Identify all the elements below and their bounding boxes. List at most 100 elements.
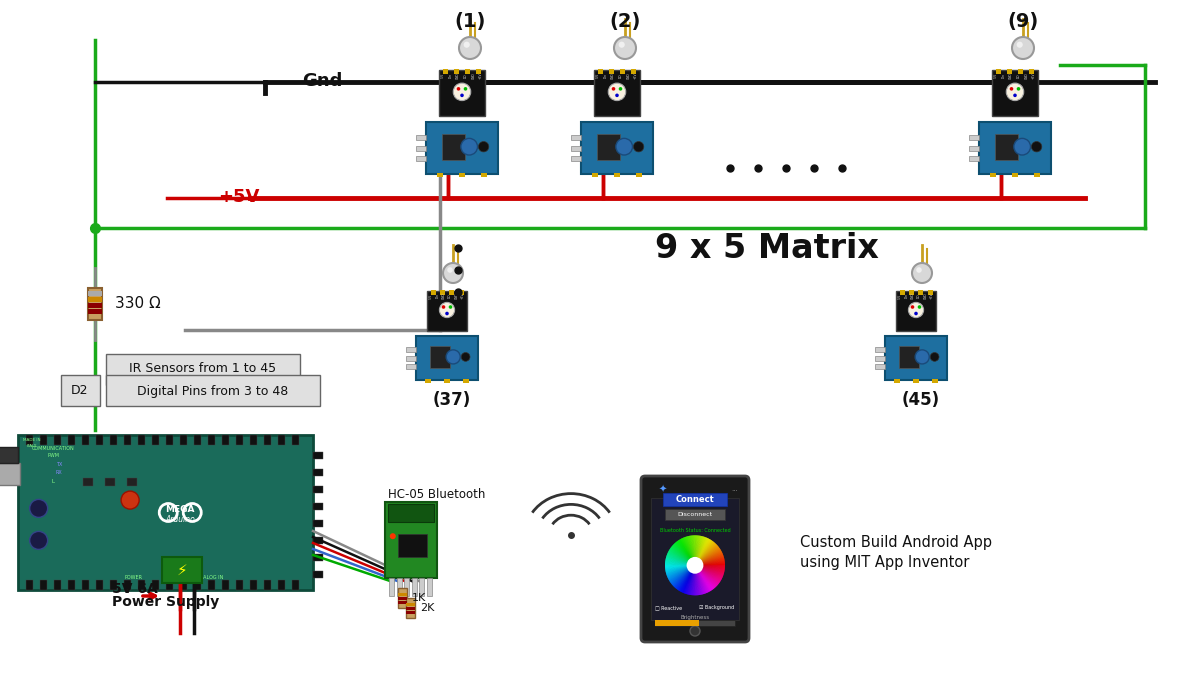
Bar [416, 146, 426, 151]
Bar [875, 347, 886, 352]
Wedge shape [665, 563, 695, 566]
Wedge shape [679, 539, 695, 566]
Circle shape [1013, 94, 1016, 97]
Wedge shape [695, 535, 696, 566]
Wedge shape [695, 566, 718, 585]
Circle shape [454, 83, 470, 101]
Wedge shape [668, 551, 695, 566]
Wedge shape [690, 566, 695, 595]
Bar [406, 356, 416, 360]
Circle shape [616, 138, 632, 155]
Text: +5V: +5V [1032, 72, 1036, 79]
Wedge shape [666, 560, 695, 566]
Bar [908, 290, 913, 295]
Bar [18, 435, 313, 590]
Wedge shape [665, 566, 695, 568]
Bar [222, 435, 229, 445]
Wedge shape [695, 535, 697, 566]
Wedge shape [682, 566, 695, 593]
Wedge shape [674, 566, 695, 588]
Wedge shape [679, 566, 695, 591]
Wedge shape [695, 566, 718, 586]
Wedge shape [695, 537, 706, 566]
Wedge shape [667, 552, 695, 566]
Wedge shape [676, 541, 695, 566]
Wedge shape [695, 566, 725, 568]
Wedge shape [665, 566, 695, 567]
Wedge shape [695, 543, 716, 566]
Wedge shape [670, 549, 695, 566]
Wedge shape [666, 556, 695, 566]
Text: ANALOG IN: ANALOG IN [196, 575, 223, 580]
Bar [54, 435, 61, 445]
Wedge shape [695, 544, 716, 566]
Wedge shape [673, 566, 695, 587]
Circle shape [443, 263, 463, 283]
Wedge shape [689, 566, 695, 595]
Bar [124, 435, 131, 445]
Text: GND: GND [456, 72, 461, 79]
Wedge shape [695, 536, 703, 566]
Text: GND: GND [1025, 72, 1028, 79]
Wedge shape [695, 566, 696, 595]
Wedge shape [679, 566, 695, 591]
Text: GND: GND [455, 293, 458, 300]
Text: ⚡: ⚡ [176, 562, 187, 578]
Bar [313, 503, 323, 510]
Text: TX: TX [56, 462, 62, 467]
Wedge shape [695, 566, 725, 569]
Wedge shape [695, 566, 713, 590]
Wedge shape [695, 566, 724, 573]
Bar [264, 435, 271, 445]
Wedge shape [695, 547, 719, 566]
Bar [40, 580, 47, 590]
Wedge shape [686, 566, 695, 595]
Wedge shape [666, 559, 695, 566]
Bar [454, 69, 458, 74]
Wedge shape [665, 566, 695, 570]
Circle shape [930, 352, 940, 361]
Wedge shape [682, 538, 695, 566]
Bar [104, 478, 115, 486]
Wedge shape [695, 536, 701, 566]
Bar [437, 173, 444, 177]
Text: GND: GND [626, 72, 630, 79]
Wedge shape [695, 556, 724, 566]
Wedge shape [695, 562, 725, 566]
Wedge shape [667, 566, 695, 578]
Bar [608, 69, 614, 74]
Wedge shape [685, 566, 695, 594]
Bar [180, 580, 187, 590]
Circle shape [1016, 87, 1020, 90]
Bar [931, 379, 937, 383]
Wedge shape [695, 536, 701, 566]
Wedge shape [690, 535, 695, 566]
Wedge shape [672, 546, 695, 566]
Bar [313, 571, 323, 578]
Wedge shape [695, 537, 707, 566]
Wedge shape [695, 546, 719, 566]
Bar [385, 502, 437, 578]
Wedge shape [695, 566, 701, 595]
Wedge shape [667, 555, 695, 566]
Bar [82, 435, 89, 445]
Wedge shape [691, 566, 695, 595]
Wedge shape [695, 566, 698, 595]
Wedge shape [666, 559, 695, 566]
Wedge shape [695, 566, 721, 580]
Wedge shape [670, 566, 695, 581]
Bar [979, 122, 1051, 174]
Bar [655, 620, 698, 626]
Wedge shape [695, 566, 700, 595]
Bar [397, 593, 407, 596]
Wedge shape [695, 551, 721, 566]
Wedge shape [670, 566, 695, 583]
Wedge shape [695, 540, 712, 566]
Wedge shape [695, 566, 698, 595]
Wedge shape [695, 550, 721, 566]
Text: DO: DO [463, 74, 468, 78]
Wedge shape [670, 566, 695, 582]
Bar [655, 620, 734, 626]
Wedge shape [695, 537, 704, 566]
Bar [222, 580, 229, 590]
